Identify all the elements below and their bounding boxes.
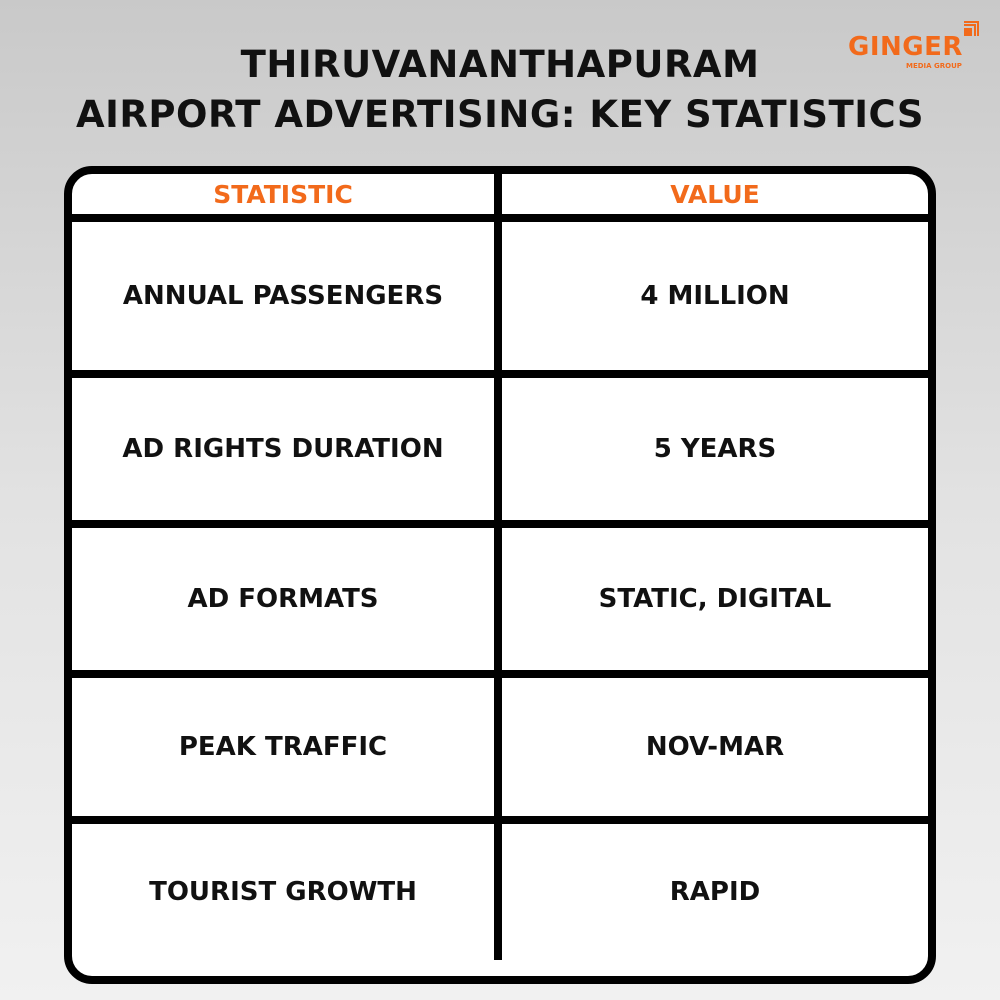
cell-value: 4 MILLION [502,222,928,378]
title-line-2: AIRPORT ADVERTISING: KEY STATISTICS [76,93,924,136]
cell-value: STATIC, DIGITAL [502,528,928,678]
logo-name: GINGER [848,32,963,62]
cell-statistic: AD FORMATS [72,528,502,678]
ginger-media-group-logo: GINGER MEDIA GROUP [848,18,988,78]
page-title: THIRUVANANTHAPURAM AIRPORT ADVERTISING: … [0,40,1000,140]
logo-tagline: MEDIA GROUP [906,62,962,70]
cell-statistic: ANNUAL PASSENGERS [72,222,502,378]
cell-value: 5 YEARS [502,378,928,528]
cell-value: RAPID [669,877,761,907]
logo-mark-icon [964,21,979,36]
cell-value: NOV-MAR [502,678,928,824]
cell-statistic: AD RIGHTS DURATION [72,378,502,528]
cell-statistic: PEAK TRAFFIC [72,678,502,824]
cell-statistic: TOURIST GROWTH [72,824,502,960]
title-line-1: THIRUVANANTHAPURAM [240,43,760,86]
header-value: VALUE [502,174,928,222]
statistics-table: STATISTIC VALUE ANNUAL PASSENGERS 4 MILL… [64,166,936,984]
header-statistic: STATISTIC [72,174,502,222]
